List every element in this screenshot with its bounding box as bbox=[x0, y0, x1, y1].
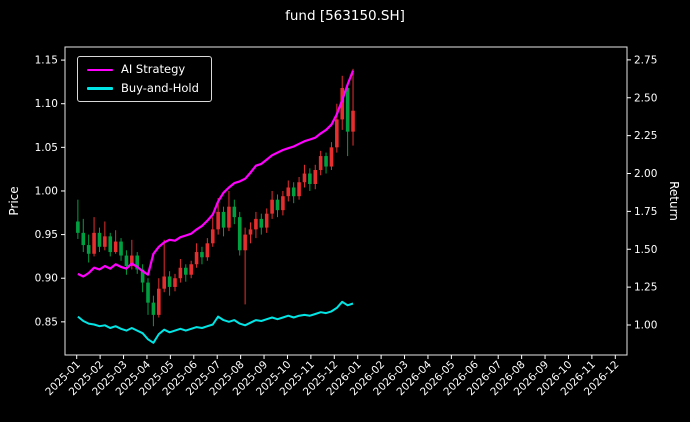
left-axis-ticks: 0.85 0.90 0.95 1.00 1.05 1.10 1.15 bbox=[35, 55, 65, 328]
svg-text:1.05: 1.05 bbox=[35, 142, 58, 154]
svg-text:1.50: 1.50 bbox=[634, 244, 657, 256]
line-ai-strategy bbox=[77, 70, 355, 278]
svg-text:1.10: 1.10 bbox=[35, 98, 58, 110]
svg-text:0.95: 0.95 bbox=[35, 229, 58, 241]
legend-item-buy-and-hold: Buy-and-Hold bbox=[87, 80, 199, 95]
ai-strategy-line-swatch bbox=[87, 68, 113, 71]
chart-title: fund [563150.SH] bbox=[285, 8, 405, 24]
x-axis-ticks: 2025-012025-022025-032025-042025-052025-… bbox=[43, 355, 621, 398]
svg-text:1.25: 1.25 bbox=[634, 282, 657, 294]
line-buy-and-hold bbox=[77, 300, 354, 344]
svg-text:1.75: 1.75 bbox=[634, 206, 657, 218]
svg-text:0.90: 0.90 bbox=[35, 273, 58, 285]
legend-item-ai-strategy: AI Strategy bbox=[87, 62, 199, 76]
svg-text:2.00: 2.00 bbox=[634, 168, 657, 180]
legend-label: Buy-and-Hold bbox=[121, 80, 199, 95]
svg-text:0.85: 0.85 bbox=[35, 316, 58, 328]
right-axis-ticks: 1.00 1.25 1.50 1.75 2.00 2.25 2.50 2.75 bbox=[627, 54, 657, 332]
legend-label: AI Strategy bbox=[121, 62, 186, 76]
buy-and-hold-line-swatch bbox=[87, 87, 113, 90]
svg-text:2.75: 2.75 bbox=[634, 54, 657, 66]
svg-text:1.00: 1.00 bbox=[634, 320, 657, 332]
svg-text:1.15: 1.15 bbox=[35, 55, 58, 67]
y-axis-label-return: Return bbox=[667, 181, 681, 221]
svg-text:1.00: 1.00 bbox=[35, 185, 58, 197]
y-axis-label-price: Price bbox=[7, 186, 21, 216]
legend: AI Strategy Buy-and-Hold bbox=[77, 56, 212, 102]
svg-text:2.50: 2.50 bbox=[634, 92, 657, 104]
svg-text:2.25: 2.25 bbox=[634, 130, 657, 142]
candlestick-series bbox=[76, 68, 355, 327]
